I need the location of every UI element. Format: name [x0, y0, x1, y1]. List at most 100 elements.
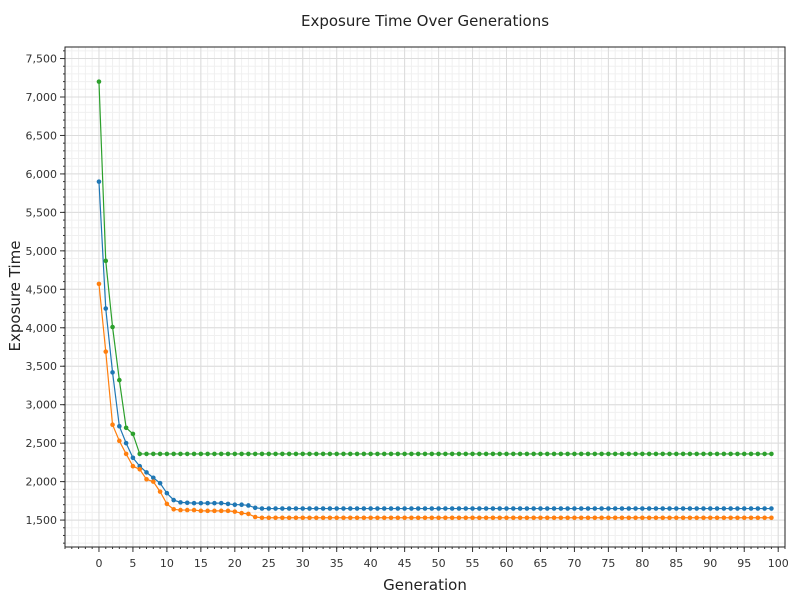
- data-point: [497, 515, 503, 521]
- data-point: [320, 451, 326, 457]
- data-point: [259, 506, 265, 511]
- data-point: [184, 507, 190, 513]
- data-point: [626, 515, 632, 521]
- data-point: [755, 515, 761, 521]
- data-point: [354, 506, 360, 511]
- data-point: [178, 500, 183, 505]
- data-point: [585, 515, 591, 521]
- data-point: [232, 451, 238, 457]
- data-point: [239, 510, 244, 516]
- data-point: [286, 451, 292, 457]
- data-point: [123, 425, 129, 431]
- data-point: [320, 506, 326, 511]
- data-point: [381, 515, 387, 521]
- data-point: [592, 506, 598, 511]
- data-point: [409, 451, 414, 457]
- data-point: [612, 506, 618, 511]
- data-point: [103, 349, 109, 354]
- data-point: [157, 451, 163, 457]
- data-point: [137, 467, 143, 472]
- data-point: [619, 451, 625, 457]
- data-point: [443, 515, 448, 521]
- data-point: [225, 451, 231, 457]
- data-point: [117, 377, 122, 383]
- data-point: [354, 515, 360, 521]
- data-point: [300, 515, 306, 521]
- data-point: [436, 515, 441, 521]
- data-point: [449, 506, 455, 511]
- data-point: [456, 506, 462, 511]
- y-tick-label: 2,000: [26, 476, 58, 489]
- data-point: [123, 440, 129, 446]
- data-point: [123, 451, 129, 457]
- data-point: [293, 451, 299, 457]
- y-tick-label: 7,000: [26, 91, 58, 104]
- y-axis: 1,500 2,000 2,500 3,000 3,500 4,000 4,500 5,000…: [26, 50, 65, 544]
- data-point: [565, 451, 570, 457]
- data-point: [511, 515, 516, 521]
- data-point: [680, 506, 686, 511]
- data-point: [130, 463, 136, 469]
- data-point: [429, 515, 435, 521]
- data-point: [572, 506, 577, 511]
- data-point: [347, 515, 353, 521]
- data-point: [728, 515, 733, 521]
- data-point: [741, 451, 747, 457]
- data-point: [470, 451, 475, 457]
- series-line: [98, 81, 772, 455]
- x-tick-label: 30: [296, 557, 310, 570]
- data-point: [762, 506, 767, 511]
- data-point: [524, 515, 530, 521]
- data-point: [402, 451, 407, 457]
- data-point: [212, 500, 217, 506]
- data-point: [388, 515, 394, 521]
- data-point: [361, 515, 367, 521]
- data-point: [470, 506, 475, 511]
- data-point: [327, 451, 333, 457]
- data-point: [721, 506, 727, 511]
- data-point: [171, 507, 176, 512]
- data-point: [171, 497, 176, 503]
- data-point: [151, 451, 156, 457]
- x-tick-label: 100: [768, 557, 789, 570]
- data-point: [707, 506, 713, 511]
- data-point: [259, 451, 265, 457]
- data-point: [497, 451, 503, 457]
- data-point: [368, 515, 373, 521]
- data-point: [300, 451, 306, 457]
- data-point: [633, 506, 638, 511]
- x-tick-label: 95: [737, 557, 751, 570]
- data-point: [653, 451, 659, 457]
- data-point: [504, 451, 509, 457]
- data-point: [653, 506, 659, 511]
- x-tick-label: 25: [262, 557, 276, 570]
- data-point: [463, 506, 469, 511]
- data-point: [701, 506, 706, 511]
- y-tick-label: 5,500: [26, 206, 58, 219]
- data-point: [246, 511, 251, 517]
- series-line: [98, 283, 772, 519]
- data-point: [96, 79, 102, 84]
- data-point: [381, 506, 387, 511]
- data-point: [395, 451, 401, 457]
- data-point: [314, 506, 319, 511]
- data-point: [599, 515, 604, 521]
- data-point: [619, 515, 625, 521]
- data-point: [707, 515, 713, 521]
- x-tick-label: 60: [500, 557, 514, 570]
- data-point: [361, 451, 367, 457]
- data-point: [585, 451, 591, 457]
- data-point: [490, 506, 496, 511]
- data-point: [103, 306, 109, 311]
- data-point: [504, 515, 509, 521]
- data-point: [381, 451, 387, 457]
- data-point: [694, 451, 699, 457]
- data-point: [565, 515, 570, 521]
- data-point: [314, 515, 319, 521]
- data-point: [558, 515, 564, 521]
- data-point: [606, 506, 611, 511]
- y-tick-label: 3,500: [26, 360, 58, 373]
- data-point: [218, 500, 224, 506]
- data-point: [674, 515, 679, 521]
- data-point: [646, 451, 652, 457]
